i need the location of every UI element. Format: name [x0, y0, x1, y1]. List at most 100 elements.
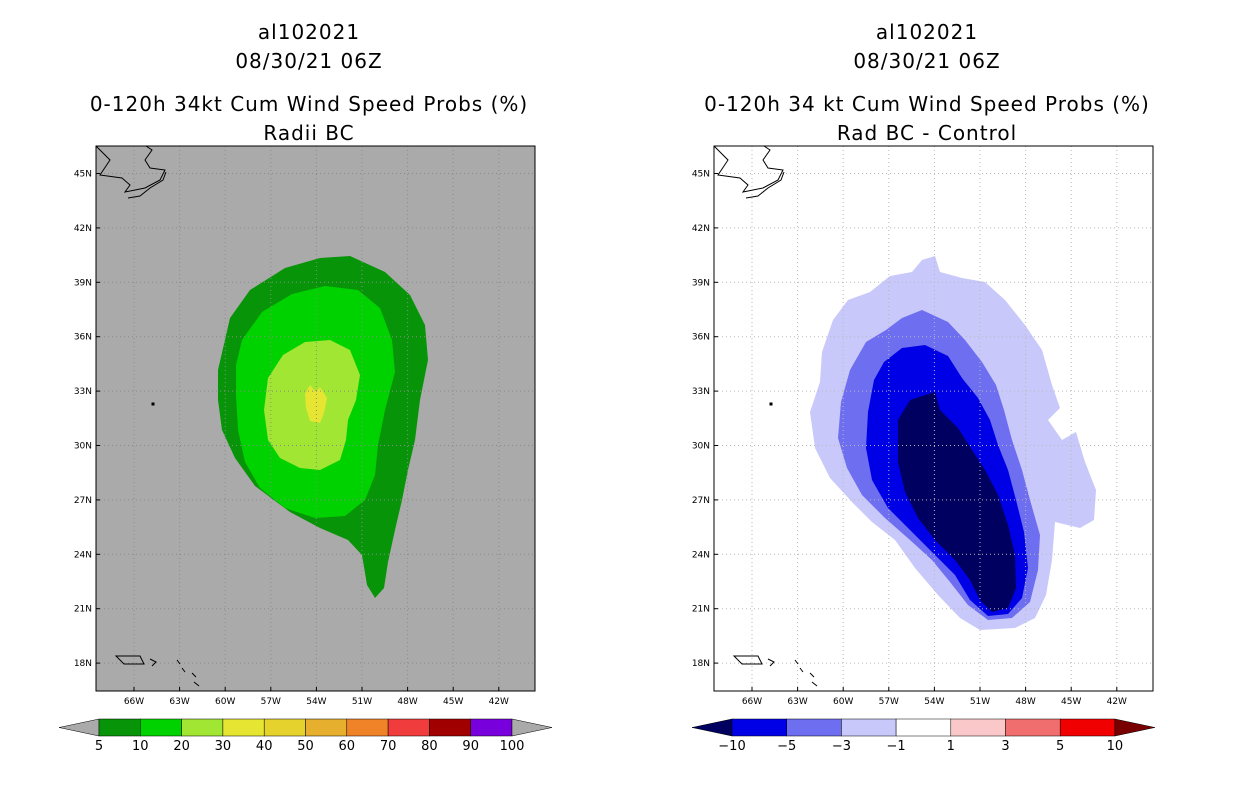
colorbar-extend-low — [691, 718, 733, 737]
lat-tick-label: 33N — [74, 387, 92, 397]
colorbar-segment — [950, 718, 1006, 737]
colorbar-segment — [305, 718, 348, 737]
lat-tick-label: 21N — [692, 605, 710, 615]
lat-tick-label: 42N — [692, 224, 710, 234]
lon-tick-label: 54W — [306, 697, 326, 707]
lat-tick-label: 24N — [74, 550, 92, 560]
lat-tick-label: 30N — [74, 442, 92, 452]
lat-tick-label: 21N — [74, 605, 92, 615]
lon-tick-label: 54W — [924, 697, 944, 707]
right-map-frame — [713, 145, 1154, 692]
colorbar-level-label: 5 — [1056, 739, 1064, 754]
colorbar-segment — [263, 718, 306, 737]
colorbar-level-label: 30 — [215, 739, 232, 754]
lat-tick-label: 42N — [74, 224, 92, 234]
colorbar-segment — [140, 718, 182, 737]
lon-tick-label: 51W — [970, 697, 990, 707]
lat-tick-label: 39N — [74, 278, 92, 288]
colorbar-level-label: 80 — [421, 739, 438, 754]
colorbar-segment — [222, 718, 265, 737]
colorbar-level-label: 70 — [380, 739, 397, 754]
colorbar-level-label: −1 — [887, 739, 906, 754]
right-colorbar: −10 −5 −3 −1 1 3 5 10 — [691, 718, 1155, 754]
colorbar-extend-high — [1114, 718, 1155, 737]
left-chart-subtitle: Radii BC — [263, 121, 355, 145]
colorbar-level-label: 5 — [95, 739, 103, 754]
lon-tick-label: 63W — [787, 697, 807, 707]
colorbar-extend-low — [58, 718, 100, 737]
colorbar-level-label: −10 — [718, 739, 745, 754]
right-map-panel: 45N 42N 39N 36N 33N 30N 27N 24N 21N 18N 66W 63W 60W 5… — [692, 145, 1154, 708]
lat-tick-label: 18N — [74, 659, 92, 669]
colorbar-level-label: 20 — [173, 739, 190, 754]
right-coastlines — [713, 145, 818, 687]
right-datetime: 08/30/21 06Z — [853, 49, 1001, 73]
colorbar-level-label: 40 — [256, 739, 273, 754]
lon-tick-label: 60W — [833, 697, 853, 707]
lon-tick-label: 48W — [397, 697, 417, 707]
right-chart-title: 0-120h 34 kt Cum Wind Speed Probs (%) — [704, 92, 1150, 116]
colorbar-segment — [1005, 718, 1061, 737]
lat-tick-label: 18N — [692, 659, 710, 669]
colorbar-level-label: 60 — [339, 739, 356, 754]
left-datetime: 08/30/21 06Z — [235, 49, 383, 73]
colorbar-segment — [470, 718, 513, 737]
colorbar-segment — [841, 718, 897, 737]
right-storm-id: al102021 — [875, 20, 979, 44]
lon-tick-label: 42W — [489, 697, 509, 707]
lat-tick-label: 24N — [692, 550, 710, 560]
lat-tick-label: 30N — [692, 442, 710, 452]
lon-tick-label: 60W — [215, 697, 235, 707]
lon-tick-label: 57W — [261, 697, 281, 707]
colorbar-level-label: 10 — [132, 739, 149, 754]
colorbar-segment — [346, 718, 389, 737]
colorbar-segment — [731, 718, 787, 737]
lat-tick-label: 27N — [74, 496, 92, 506]
lat-tick-label: 45N — [74, 170, 92, 180]
lon-tick-label: 63W — [169, 697, 189, 707]
lon-tick-label: 66W — [124, 697, 144, 707]
colorbar-level-label: 1 — [947, 739, 955, 754]
colorbar-segment — [387, 718, 430, 737]
left-map-frame — [95, 145, 536, 692]
lat-tick-label: 36N — [692, 333, 710, 343]
left-contours — [218, 256, 428, 598]
left-colorbar: 5 10 20 30 40 50 60 70 80 90 100 — [58, 718, 553, 754]
colorbar-extend-high — [511, 718, 553, 737]
left-contour-30 — [305, 385, 327, 423]
right-axis-labels: 45N 42N 39N 36N 33N 30N 27N 24N 21N 18N 66W 63W 60W 5… — [692, 170, 1127, 708]
lon-tick-label: 42W — [1107, 697, 1127, 707]
colorbar-segment — [1059, 718, 1116, 737]
colorbar-level-label: 90 — [462, 739, 479, 754]
lat-tick-label: 45N — [692, 170, 710, 180]
right-chart-subtitle: Rad BC - Control — [836, 121, 1018, 145]
colorbar-segment — [895, 718, 952, 737]
left-axis-labels: 45N 42N 39N 36N 33N 30N 27N 24N 21N 18N 66W 63W 60W 5… — [74, 170, 509, 708]
lon-tick-label: 48W — [1015, 697, 1035, 707]
left-chart-title: 0-120h 34kt Cum Wind Speed Probs (%) — [89, 92, 529, 116]
colorbar-segment — [181, 718, 224, 737]
colorbar-level-label: 10 — [1107, 739, 1124, 754]
colorbar-level-label: −5 — [777, 739, 796, 754]
left-coastlines — [95, 145, 200, 687]
right-contour-minus10 — [898, 392, 1016, 612]
lat-tick-label: 27N — [692, 496, 710, 506]
lat-tick-label: 36N — [74, 333, 92, 343]
lon-tick-label: 51W — [352, 697, 372, 707]
colorbar-level-label: 3 — [1001, 739, 1009, 754]
lon-tick-label: 45W — [1061, 697, 1081, 707]
lon-tick-label: 66W — [742, 697, 762, 707]
right-gridlines — [714, 146, 1153, 691]
right-contours — [810, 256, 1096, 630]
left-map-panel: 45N 42N 39N 36N 33N 30N 27N 24N 21N 18N 66W 63W 60W 5… — [74, 145, 536, 708]
colorbar-segment — [98, 718, 141, 737]
lon-tick-label: 45W — [443, 697, 463, 707]
colorbar-level-label: 50 — [297, 739, 314, 754]
colorbar-level-label: −3 — [832, 739, 851, 754]
colorbar-segment — [429, 718, 471, 737]
lat-tick-label: 39N — [692, 278, 710, 288]
lon-tick-label: 57W — [879, 697, 899, 707]
colorbar-level-label: 100 — [500, 739, 525, 754]
colorbar-segment — [786, 718, 842, 737]
